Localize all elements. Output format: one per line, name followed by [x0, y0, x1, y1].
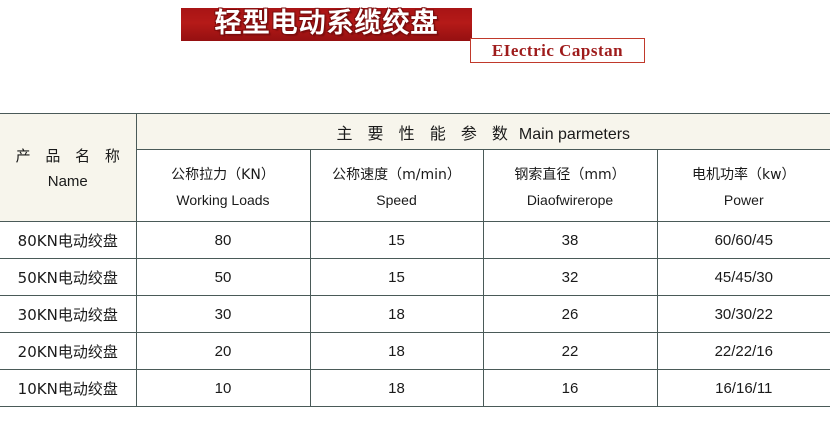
cell-wire-rope-diameter: 38: [482, 221, 658, 259]
cell-wire-rope-diameter: 32: [482, 258, 658, 296]
table-row: 30KN电动绞盘 30 18 26 30/30/22: [0, 295, 830, 333]
header-cell-working-loads: 公称拉力（KN） Working Loads: [136, 149, 311, 222]
page-subtitle: EIectric Capstan: [491, 41, 624, 60]
cell-product-name: 50KN电动绞盘: [0, 258, 137, 296]
header-cell-power: 电机功率（kw） Power: [656, 149, 830, 222]
cell-working-load: 80: [135, 221, 311, 259]
cell-wire-rope-diameter: 22: [482, 332, 658, 370]
cell-speed: 15: [309, 258, 484, 296]
page-title: 轻型电动系缆绞盘: [214, 8, 439, 39]
table-group-header-row: 产 品 名 称 Name 主 要 性 能 参 数 Main parmeters: [0, 113, 830, 222]
header-cell-product-name: 产 品 名 称 Name: [0, 113, 137, 222]
working-loads-label-en: Working Loads: [176, 191, 270, 208]
power-label-cn: 电机功率（kw）: [691, 166, 796, 183]
cell-product-name: 10KN电动绞盘: [0, 369, 137, 407]
header-cell-wire-rope-diameter: 钢索直径（mm） Diaofwirerope: [482, 149, 658, 222]
power-label-en: Power: [723, 191, 764, 208]
cell-power: 22/22/16: [656, 332, 830, 370]
cell-wire-rope-diameter: 26: [482, 295, 658, 333]
specification-table: 产 品 名 称 Name 主 要 性 能 参 数 Main parmeters 公…: [0, 113, 830, 407]
cell-power: 16/16/11: [656, 369, 830, 407]
cell-product-name: 20KN电动绞盘: [0, 332, 137, 370]
header-cell-speed: 公称速度（m/min） Speed: [309, 149, 484, 222]
cell-speed: 18: [309, 332, 484, 370]
table-column-header-row: 公称拉力（KN） Working Loads 公称速度（m/min） Speed…: [0, 149, 830, 222]
speed-label-en: Speed: [376, 191, 417, 208]
cell-working-load: 10: [135, 369, 311, 407]
table-row: 10KN电动绞盘 10 18 16 16/16/11: [0, 369, 830, 407]
cell-power: 45/45/30: [656, 258, 830, 296]
cell-power: 30/30/22: [656, 295, 830, 333]
main-parameters-title-cn: 主 要 性 能 参 数: [336, 123, 513, 143]
title-banner: 轻型电动系缆绞盘: [181, 8, 472, 41]
cell-product-name: 30KN电动绞盘: [0, 295, 137, 333]
cell-speed: 18: [309, 295, 484, 333]
cell-speed: 18: [309, 369, 484, 407]
wire-rope-diameter-label-en: Diaofwirerope: [526, 191, 614, 208]
cell-power: 60/60/45: [656, 221, 830, 259]
working-loads-label-cn: 公称拉力（KN）: [171, 166, 275, 183]
speed-label-cn: 公称速度（m/min）: [332, 166, 461, 183]
cell-wire-rope-diameter: 16: [482, 369, 658, 407]
table-row: 50KN电动绞盘 50 15 32 45/45/30: [0, 258, 830, 296]
product-name-label-en: Name: [47, 173, 88, 190]
main-parameters-title-en: Main parmeters: [518, 125, 631, 143]
cell-working-load: 20: [135, 332, 311, 370]
header-cell-main-parameters: 主 要 性 能 参 数 Main parmeters: [135, 113, 830, 150]
product-name-label-cn: 产 品 名 称: [15, 147, 125, 165]
table-row: 20KN电动绞盘 20 18 22 22/22/16: [0, 332, 830, 370]
wire-rope-diameter-label-cn: 钢索直径（mm）: [514, 166, 626, 183]
table-row: 80KN电动绞盘 80 15 38 60/60/45: [0, 221, 830, 259]
cell-working-load: 50: [135, 258, 311, 296]
main-parameters-title: 主 要 性 能 参 数 Main parmeters: [336, 123, 631, 143]
cell-working-load: 30: [135, 295, 311, 333]
cell-product-name: 80KN电动绞盘: [0, 221, 137, 259]
cell-speed: 15: [309, 221, 484, 259]
subtitle-box: EIectric Capstan: [470, 38, 645, 63]
